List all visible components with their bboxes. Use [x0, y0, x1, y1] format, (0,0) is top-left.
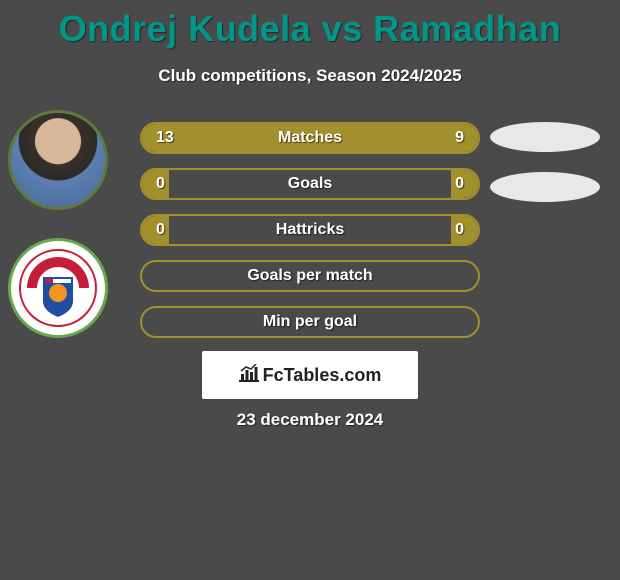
ellipse-group — [490, 122, 600, 202]
stat-label: Hattricks — [276, 221, 344, 239]
stat-value-right: 0 — [455, 221, 464, 239]
page-title: Ondrej Kudela vs Ramadhan — [0, 0, 620, 50]
player1-avatar — [8, 110, 108, 210]
stat-value-left: 0 — [156, 175, 165, 193]
stat-value-left: 13 — [156, 129, 174, 147]
stat-row: 0 Goals 0 — [140, 168, 480, 200]
stat-value-right: 0 — [455, 175, 464, 193]
date-label: 23 december 2024 — [0, 410, 620, 430]
stat-label: Goals per match — [247, 267, 372, 285]
stat-value-right: 9 — [455, 129, 464, 147]
ellipse-placeholder — [490, 172, 600, 202]
stat-row: 0 Hattricks 0 — [140, 214, 480, 246]
subtitle: Club competitions, Season 2024/2025 — [0, 66, 620, 86]
stat-rows: 13 Matches 9 0 Goals 0 0 Hattricks 0 Goals per ma… — [140, 122, 480, 338]
stat-row: 13 Matches 9 — [140, 122, 480, 154]
stat-label: Min per goal — [263, 313, 357, 331]
persija-badge-icon: PERSIJA — [19, 249, 97, 327]
brand-text: FcTables.com — [263, 365, 382, 386]
comparison-card: Ondrej Kudela vs Ramadhan Club competiti… — [0, 0, 620, 86]
bar-chart-icon — [239, 364, 259, 387]
svg-text:PERSIJA: PERSIJA — [45, 261, 71, 267]
brand-box[interactable]: FcTables.com — [202, 351, 418, 399]
stat-row: Min per goal — [140, 306, 480, 338]
stat-label: Matches — [278, 129, 342, 147]
avatar-group: PERSIJA — [8, 110, 108, 338]
ellipse-placeholder — [490, 122, 600, 152]
stat-label: Goals — [288, 175, 332, 193]
stat-row: Goals per match — [140, 260, 480, 292]
stat-value-left: 0 — [156, 221, 165, 239]
player2-avatar: PERSIJA — [8, 238, 108, 338]
team-badge: PERSIJA — [11, 241, 105, 335]
